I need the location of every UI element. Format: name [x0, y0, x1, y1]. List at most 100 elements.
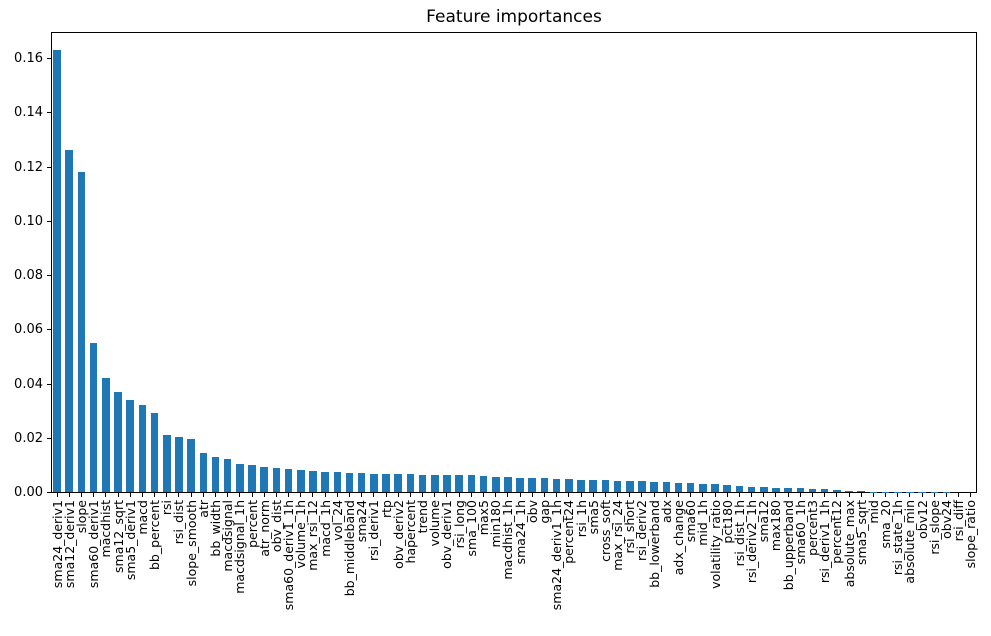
x-tick-mark	[641, 493, 643, 497]
x-tick-mark	[336, 493, 338, 497]
x-tick-mark	[824, 493, 826, 497]
x-tick-mark	[799, 493, 801, 497]
x-tick-mark	[227, 493, 229, 497]
bar	[394, 474, 403, 492]
bar	[699, 483, 707, 492]
x-tick-mark	[68, 493, 70, 497]
x-tick-mark	[653, 493, 655, 497]
bar	[625, 481, 634, 492]
x-tick-mark	[214, 493, 216, 497]
x-tick-mark	[885, 493, 887, 497]
x-tick-mark	[129, 493, 131, 497]
x-tick-mark	[531, 493, 533, 497]
x-tick-mark	[860, 493, 862, 497]
x-tick-mark	[80, 493, 82, 497]
bar	[613, 480, 622, 492]
x-tick-mark	[385, 493, 387, 497]
bar	[577, 479, 585, 492]
bar	[236, 464, 244, 492]
x-tick-mark	[93, 493, 95, 497]
bar	[138, 405, 147, 492]
bar	[747, 486, 756, 492]
bar	[321, 471, 329, 492]
plot-area	[51, 32, 977, 493]
x-tick-mark	[324, 493, 326, 497]
x-tick-mark	[568, 493, 570, 497]
x-tick-mark	[556, 493, 558, 497]
bar	[284, 469, 293, 492]
x-tick-mark	[836, 493, 838, 497]
bar	[382, 473, 390, 492]
x-tick-mark	[397, 493, 399, 497]
x-tick-mark	[202, 493, 204, 497]
x-tick-mark	[446, 493, 448, 497]
y-tick-mark	[47, 438, 51, 439]
bar	[491, 476, 500, 492]
x-tick-mark	[434, 493, 436, 497]
bar	[89, 342, 98, 492]
bar	[662, 482, 671, 492]
y-tick-label: 0.12	[14, 159, 43, 175]
x-tick-mark	[726, 493, 728, 497]
bar	[759, 487, 768, 492]
x-tick-mark	[677, 493, 679, 497]
bar	[370, 473, 378, 492]
x-tick-mark	[312, 493, 314, 497]
y-tick-mark	[47, 167, 51, 168]
y-tick-label: 0.00	[14, 485, 43, 500]
bar	[674, 482, 683, 492]
x-tick-mark	[373, 493, 375, 497]
bar	[187, 439, 195, 492]
y-tick-mark	[47, 275, 51, 276]
x-tick-label: slope_ratio	[963, 500, 979, 569]
bar	[65, 150, 74, 492]
x-tick-mark	[812, 493, 813, 497]
bar	[650, 481, 658, 492]
bar	[479, 476, 488, 492]
bar	[820, 489, 829, 492]
x-tick-mark	[970, 493, 972, 497]
y-tick-label: 0.14	[14, 105, 43, 121]
bar	[223, 458, 232, 492]
x-tick-mark	[897, 493, 899, 497]
x-tick-mark	[751, 493, 753, 497]
y-tick-label: 0.16	[14, 51, 43, 67]
bar	[857, 491, 866, 492]
bar	[711, 484, 719, 492]
y-tick-mark	[47, 112, 51, 113]
bar	[808, 488, 817, 492]
x-tick-mark	[154, 493, 156, 497]
x-tick-mark	[239, 493, 241, 497]
x-tick-mark	[141, 493, 143, 497]
bar	[796, 488, 805, 492]
bar	[784, 488, 792, 492]
x-tick-mark	[543, 493, 545, 497]
x-tick-mark	[105, 493, 107, 497]
bar	[175, 437, 183, 492]
x-tick-mark	[422, 493, 424, 497]
x-tick-mark	[458, 493, 460, 497]
bar	[77, 172, 86, 492]
x-tick-mark	[470, 493, 472, 497]
y-tick-label: 0.02	[14, 430, 43, 446]
x-tick-mark	[263, 493, 265, 497]
x-tick-mark	[629, 493, 631, 497]
x-tick-mark	[787, 493, 789, 497]
bar	[102, 378, 110, 492]
bar	[443, 475, 451, 492]
y-tick-mark	[47, 329, 51, 330]
bar	[516, 477, 524, 492]
chart-title: Feature importances	[426, 7, 602, 27]
bar	[114, 391, 122, 492]
x-tick-mark	[617, 493, 619, 497]
bar	[504, 477, 512, 492]
bar	[260, 466, 269, 492]
x-tick-mark	[251, 493, 253, 497]
bar	[126, 399, 134, 492]
x-tick-mark	[361, 493, 363, 497]
y-tick-label: 0.08	[14, 268, 43, 284]
bar	[406, 474, 415, 492]
x-tick-mark	[275, 493, 277, 497]
x-tick-mark	[349, 493, 350, 497]
